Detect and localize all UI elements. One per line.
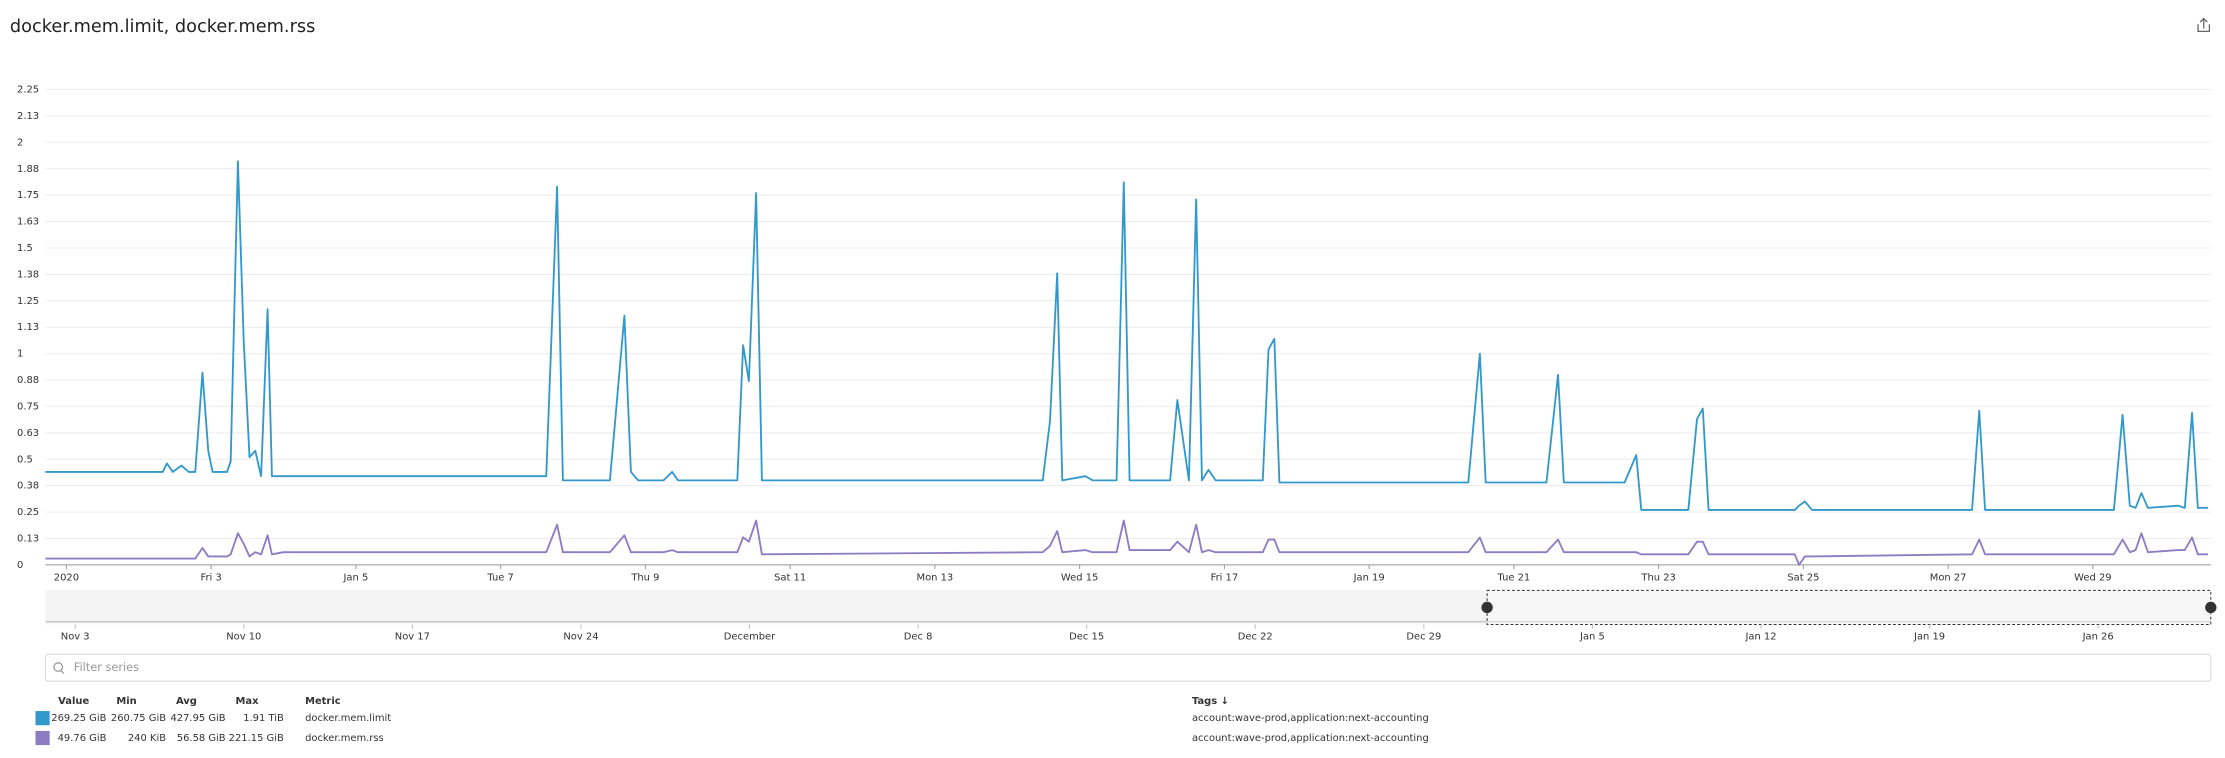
y-tick-label: 1.38 <box>17 269 39 280</box>
export-icon[interactable] <box>2197 17 2211 32</box>
navigator-label: Nov 17 <box>395 632 430 643</box>
y-tick-label: 1.5 <box>17 243 33 254</box>
table-header: Value <box>58 696 89 707</box>
y-tick-label: 0.63 <box>17 428 39 439</box>
x-tick-label: Sat 11 <box>774 573 806 584</box>
filter-placeholder: Filter series <box>74 660 139 674</box>
x-tick-label: Jan 5 <box>343 573 369 584</box>
series-line <box>45 519 2208 566</box>
y-tick-label: 1 <box>17 349 23 360</box>
x-tick-label: Mon 13 <box>917 573 954 584</box>
legend-metric[interactable]: docker.mem.rss <box>305 733 384 744</box>
navigator-label: Jan 19 <box>1913 632 1945 643</box>
navigator-track[interactable] <box>45 590 2211 625</box>
series-line <box>45 160 2208 511</box>
navigator-label: Nov 24 <box>563 632 598 643</box>
y-tick-label: 0.13 <box>17 533 39 544</box>
y-tick-label: 1.13 <box>17 322 39 333</box>
y-tick-label: 2 <box>17 137 23 148</box>
navigator-selection[interactable] <box>1486 589 2212 625</box>
table-cell: account:wave-prod,application:next-accou… <box>1192 713 1429 724</box>
x-tick-label: Thu 23 <box>1640 573 1675 584</box>
table-header: Min <box>116 696 136 707</box>
navigator-label: Nov 3 <box>61 632 90 643</box>
search-icon <box>60 670 65 674</box>
x-tick-label: Jan 19 <box>1353 573 1385 584</box>
navigator-handle[interactable] <box>2205 601 2217 614</box>
navigator-label: Jan 26 <box>2082 632 2114 643</box>
navigator-label: Jan 12 <box>1744 632 1776 643</box>
y-tick-label: 0.38 <box>17 481 39 492</box>
navigator-handle[interactable] <box>1481 601 1493 614</box>
navigator-label: Dec 22 <box>1238 632 1273 643</box>
x-tick-label: Tue 7 <box>486 573 513 584</box>
y-tick-label: 1.75 <box>17 190 39 201</box>
table-cell: 56.58 GiB <box>177 733 226 744</box>
table-header: Max <box>236 696 260 707</box>
search-icon <box>53 662 64 672</box>
x-tick-label: Wed 15 <box>1061 573 1098 584</box>
navigator-label: Nov 10 <box>226 632 261 643</box>
y-tick-label: 1.88 <box>17 164 39 175</box>
widget-title: docker.mem.limit, docker.mem.rss <box>10 17 315 37</box>
filter-input[interactable] <box>44 653 2212 682</box>
x-tick-label: Mon 27 <box>1930 573 1967 584</box>
x-tick-label: Fri 3 <box>200 573 221 584</box>
y-tick-label: 2.25 <box>17 85 39 96</box>
x-tick-label: Sat 25 <box>1787 573 1819 584</box>
y-tick-label: 0.5 <box>17 454 33 465</box>
y-tick-label: 0.88 <box>17 375 39 386</box>
table-cell: 1.91 TiB <box>243 713 284 724</box>
legend-metric[interactable]: docker.mem.limit <box>305 713 391 724</box>
table-cell: 260.75 GiB <box>111 713 166 724</box>
table-header: Avg <box>176 696 197 707</box>
table-header: Tags ↓ <box>1192 696 1229 707</box>
y-tick-label: 0.75 <box>17 401 39 412</box>
navigator-label: Dec 15 <box>1069 632 1104 643</box>
navigator-label: December <box>724 632 776 643</box>
navigator-label: Jan 5 <box>1579 632 1605 643</box>
x-tick-label: Wed 29 <box>2074 573 2111 584</box>
table-cell: 221.15 GiB <box>229 733 284 744</box>
y-tick-label: 0.25 <box>17 507 39 518</box>
x-tick-label: 2020 <box>54 573 79 584</box>
table-cell: 269.25 GiB <box>51 713 106 724</box>
legend-swatch[interactable] <box>35 711 50 726</box>
table-header: Metric <box>305 696 341 707</box>
table-cell: 427.95 GiB <box>170 713 225 724</box>
y-tick-label: 2.13 <box>17 111 39 122</box>
x-tick-label: Thu 9 <box>630 573 659 584</box>
y-tick-label: 0 <box>17 560 23 571</box>
table-cell: 240 KiB <box>128 733 166 744</box>
x-tick-label: Fri 17 <box>1211 573 1239 584</box>
x-tick-label: Tue 21 <box>1497 573 1531 584</box>
y-tick-label: 1.25 <box>17 296 39 307</box>
navigator-label: Dec 8 <box>904 632 933 643</box>
legend-swatch[interactable] <box>35 730 50 746</box>
table-cell: account:wave-prod,application:next-accou… <box>1192 733 1429 744</box>
navigator-label: Dec 29 <box>1406 632 1441 643</box>
table-cell: 49.76 GiB <box>58 733 107 744</box>
y-tick-label: 1.63 <box>17 217 39 228</box>
